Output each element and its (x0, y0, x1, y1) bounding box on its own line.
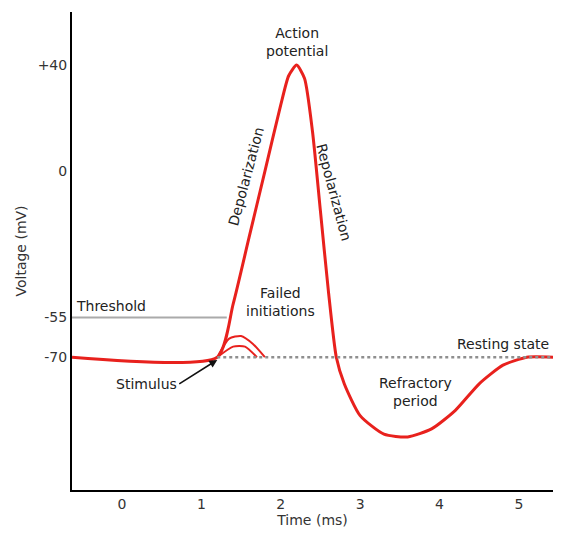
svg-text:Stimulus: Stimulus (116, 376, 177, 392)
svg-text:0: 0 (118, 496, 127, 512)
svg-text:Depolarization: Depolarization (225, 125, 267, 227)
svg-text:-55: -55 (44, 309, 67, 325)
svg-text:4: 4 (435, 496, 444, 512)
svg-text:1: 1 (197, 496, 206, 512)
svg-text:0: 0 (58, 163, 67, 179)
svg-text:Resting state: Resting state (457, 336, 549, 352)
svg-text:+40: +40 (38, 57, 68, 73)
svg-text:Time (ms): Time (ms) (276, 512, 348, 528)
svg-text:Actionpotential: Actionpotential (266, 25, 328, 59)
svg-text:5: 5 (514, 496, 523, 512)
svg-text:2: 2 (276, 496, 285, 512)
svg-text:Repolarization: Repolarization (313, 142, 354, 243)
svg-text:Refractoryperiod: Refractoryperiod (379, 375, 452, 409)
svg-text:Threshold: Threshold (76, 298, 146, 314)
svg-text:3: 3 (356, 496, 365, 512)
svg-text:Failedinitiations: Failedinitiations (246, 285, 315, 319)
svg-text:-70: -70 (44, 349, 67, 365)
svg-text:Voltage (mV): Voltage (mV) (13, 205, 29, 296)
